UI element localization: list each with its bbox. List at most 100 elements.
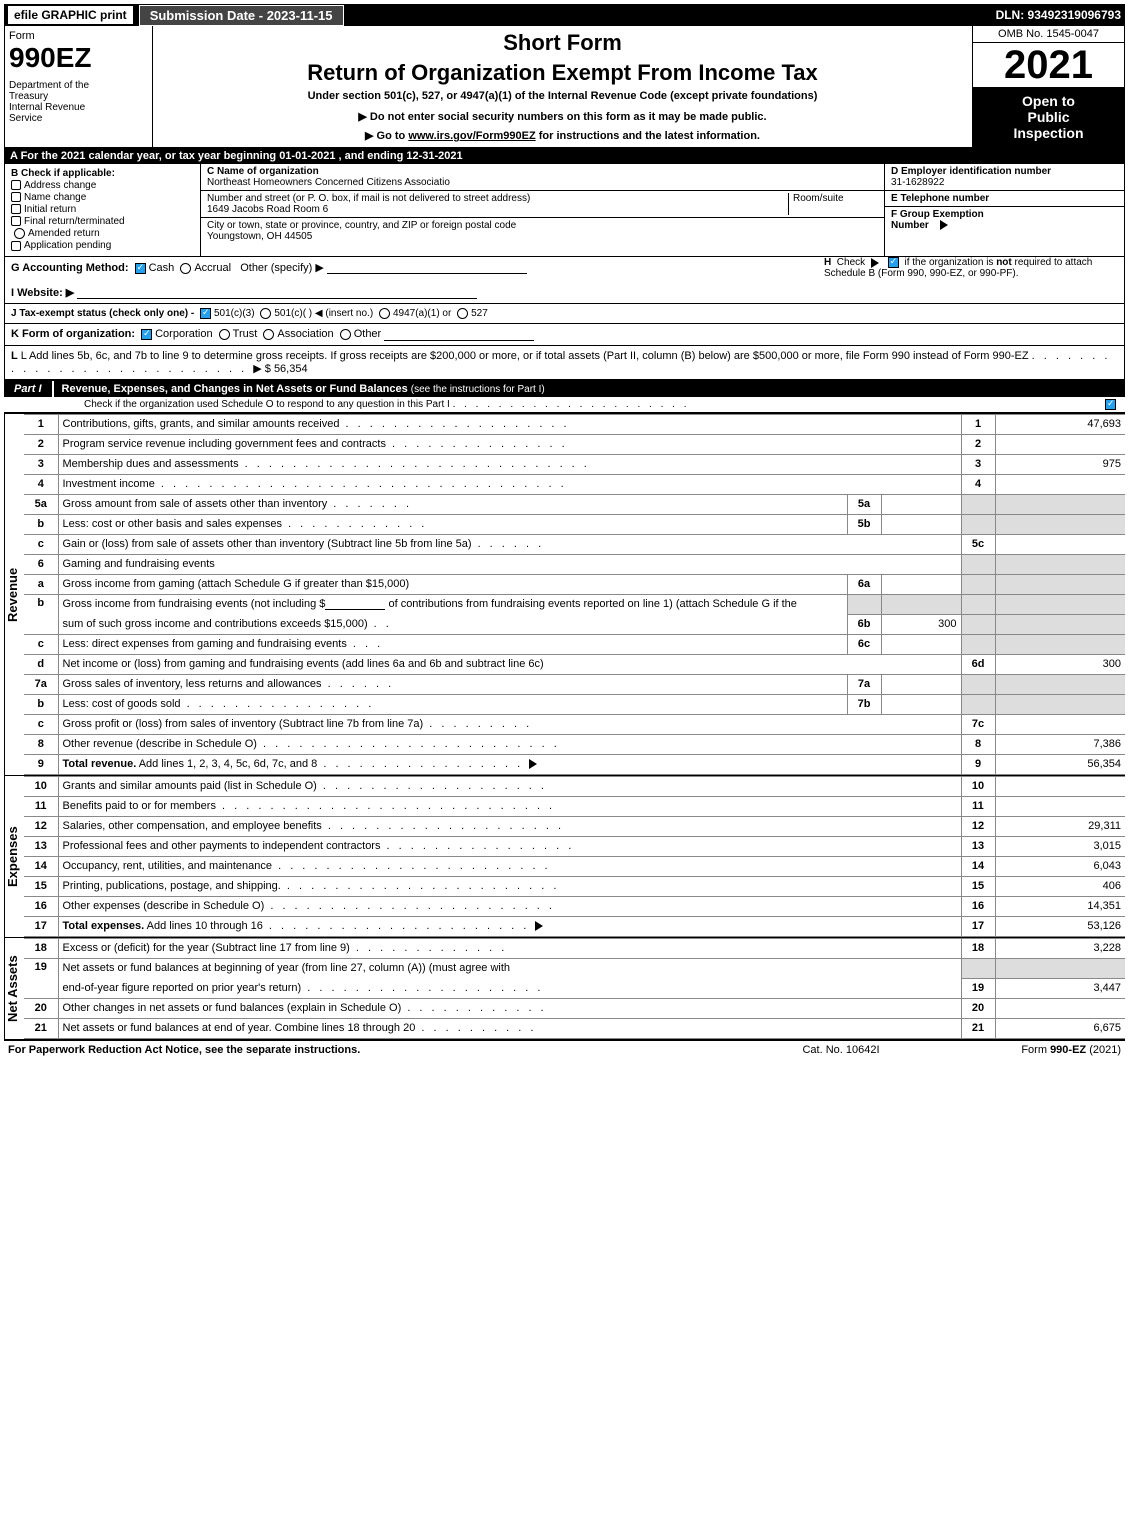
submission-date-label: Submission Date - 2023-11-15 — [139, 5, 344, 26]
line-11: 11Benefits paid to or for members . . . … — [24, 796, 1125, 816]
chk-schedule-b[interactable] — [888, 257, 899, 268]
revenue-table: 1Contributions, gifts, grants, and simil… — [24, 414, 1125, 775]
chk-association[interactable] — [263, 329, 274, 340]
footer-right: Form 990-EZ (2021) — [941, 1044, 1121, 1056]
chk-trust[interactable] — [219, 329, 230, 340]
header-left: Form 990EZ Department of theTreasuryInte… — [5, 26, 153, 147]
chk-application-pending[interactable]: Application pending — [11, 240, 194, 251]
efile-label[interactable]: efile GRAPHIC print — [8, 6, 133, 24]
revenue-vertical-label: Revenue — [4, 414, 24, 775]
section-b-header: B Check if applicable: — [11, 168, 194, 179]
chk-527[interactable] — [457, 308, 468, 319]
main-title: Return of Organization Exempt From Incom… — [161, 60, 964, 86]
header-middle: Short Form Return of Organization Exempt… — [153, 26, 972, 147]
line-6b-cont: sum of such gross income and contributio… — [24, 614, 1125, 634]
chk-accrual[interactable] — [180, 263, 191, 274]
chk-name-change[interactable]: Name change — [11, 192, 194, 203]
section-l: L L Add lines 5b, 6c, and 7b to line 9 t… — [5, 345, 1124, 379]
line-2: 2Program service revenue including gover… — [24, 434, 1125, 454]
line-7c: cGross profit or (loss) from sales of in… — [24, 714, 1125, 734]
subtitle: Under section 501(c), 527, or 4947(a)(1)… — [161, 90, 964, 102]
check-o-text: Check if the organization used Schedule … — [84, 399, 450, 410]
city-value: Youngstown, OH 44505 — [207, 231, 312, 242]
i-website-input[interactable] — [77, 287, 477, 299]
6b-amount-input[interactable] — [325, 598, 385, 610]
line-19: 19Net assets or fund balances at beginni… — [24, 958, 1125, 978]
netassets-table: 18Excess or (deficit) for the year (Subt… — [24, 938, 1125, 1039]
chk-amended-return[interactable]: Amended return — [11, 228, 194, 239]
street-label: Number and street (or P. O. box, if mail… — [207, 193, 530, 204]
line-20: 20Other changes in net assets or fund ba… — [24, 998, 1125, 1018]
chk-final-return[interactable]: Final return/terminated — [11, 216, 194, 227]
netassets-vertical-label: Net Assets — [4, 938, 24, 1039]
l-text: L Add lines 5b, 6c, and 7b to line 9 to … — [21, 350, 1029, 362]
dln-label: DLN: 93492319096793 — [996, 8, 1121, 22]
part-1-title: Revenue, Expenses, and Changes in Net As… — [62, 383, 408, 395]
top-bar: efile GRAPHIC print Submission Date - 20… — [4, 4, 1125, 26]
f-group-label: F Group ExemptionNumber — [891, 209, 984, 231]
j-501c3: 501(c)(3) — [214, 308, 255, 319]
chk-corporation[interactable] — [141, 329, 152, 340]
expenses-vertical-label: Expenses — [4, 776, 24, 937]
e-phone-label: E Telephone number — [891, 193, 989, 204]
line-6c: cLess: direct expenses from gaming and f… — [24, 634, 1125, 654]
part-1-sub: (see the instructions for Part I) — [411, 384, 545, 395]
line-18: 18Excess or (deficit) for the year (Subt… — [24, 938, 1125, 958]
expenses-table: 10Grants and similar amounts paid (list … — [24, 776, 1125, 937]
chk-501c3[interactable] — [200, 308, 211, 319]
line-13: 13Professional fees and other payments t… — [24, 836, 1125, 856]
chk-cash[interactable] — [135, 263, 146, 274]
arrow-icon — [535, 921, 543, 931]
k-other-input[interactable] — [384, 329, 534, 341]
section-j: J Tax-exempt status (check only one) - 5… — [5, 303, 1124, 323]
department-label: Department of theTreasuryInternal Revenu… — [9, 80, 148, 124]
short-form-title: Short Form — [161, 30, 964, 56]
g-cash: Cash — [149, 262, 175, 274]
form-header: Form 990EZ Department of theTreasuryInte… — [4, 26, 1125, 148]
note-link[interactable]: ▶ Go to www.irs.gov/Form990EZ for instru… — [161, 129, 964, 142]
section-g-h: G Accounting Method: Cash Accrual Other … — [5, 256, 1124, 303]
chk-other[interactable] — [340, 329, 351, 340]
line-9: 9Total revenue. Add lines 1, 2, 3, 4, 5c… — [24, 754, 1125, 774]
d-ein-label: D Employer identification number — [891, 166, 1051, 177]
section-d-e-f: D Employer identification number 31-1628… — [884, 164, 1124, 256]
page-footer: For Paperwork Reduction Act Notice, see … — [4, 1040, 1125, 1059]
chk-initial-return[interactable]: Initial return — [11, 204, 194, 215]
g-other: Other (specify) ▶ — [240, 262, 324, 274]
org-info-block: B Check if applicable: Address change Na… — [4, 164, 1125, 380]
line-17: 17Total expenses. Add lines 10 through 1… — [24, 916, 1125, 936]
footer-left: For Paperwork Reduction Act Notice, see … — [8, 1044, 741, 1056]
line-1: 1Contributions, gifts, grants, and simil… — [24, 414, 1125, 434]
chk-4947[interactable] — [379, 308, 390, 319]
section-h: H Check if the organization is not requi… — [824, 257, 1104, 279]
section-b: B Check if applicable: Address change Na… — [5, 164, 201, 256]
chk-501c[interactable] — [260, 308, 271, 319]
street-value: 1649 Jacobs Road Room 6 — [207, 204, 328, 215]
line-16: 16Other expenses (describe in Schedule O… — [24, 896, 1125, 916]
expenses-section: Expenses 10Grants and similar amounts pa… — [4, 775, 1125, 937]
part-1-header: Part I Revenue, Expenses, and Changes in… — [4, 380, 1125, 397]
line-12: 12Salaries, other compensation, and empl… — [24, 816, 1125, 836]
arrow-icon — [940, 220, 948, 230]
chk-address-change[interactable]: Address change — [11, 180, 194, 191]
g-other-input[interactable] — [327, 262, 527, 274]
line-6: 6Gaming and fundraising events — [24, 554, 1125, 574]
header-right: OMB No. 1545-0047 2021 Open toPublicInsp… — [972, 26, 1124, 147]
line-19-cont: end-of-year figure reported on prior yea… — [24, 978, 1125, 998]
line-8: 8Other revenue (describe in Schedule O) … — [24, 734, 1125, 754]
chk-schedule-o[interactable] — [1105, 399, 1116, 410]
arrow-icon — [871, 258, 879, 268]
line-6b: bGross income from fundraising events (n… — [24, 594, 1125, 614]
line-4: 4Investment income . . . . . . . . . . .… — [24, 474, 1125, 494]
line-6d: dNet income or (loss) from gaming and fu… — [24, 654, 1125, 674]
line-15: 15Printing, publications, postage, and s… — [24, 876, 1125, 896]
netassets-section: Net Assets 18Excess or (deficit) for the… — [4, 937, 1125, 1040]
arrow-icon — [529, 759, 537, 769]
form-word: Form — [9, 30, 148, 42]
k-corp: Corporation — [155, 328, 212, 340]
line-21: 21Net assets or fund balances at end of … — [24, 1018, 1125, 1038]
k-label: K Form of organization: — [11, 328, 135, 340]
tax-year: 2021 — [973, 43, 1124, 87]
section-c: C Name of organization Northeast Homeown… — [201, 164, 884, 256]
line-5c: cGain or (loss) from sale of assets othe… — [24, 534, 1125, 554]
